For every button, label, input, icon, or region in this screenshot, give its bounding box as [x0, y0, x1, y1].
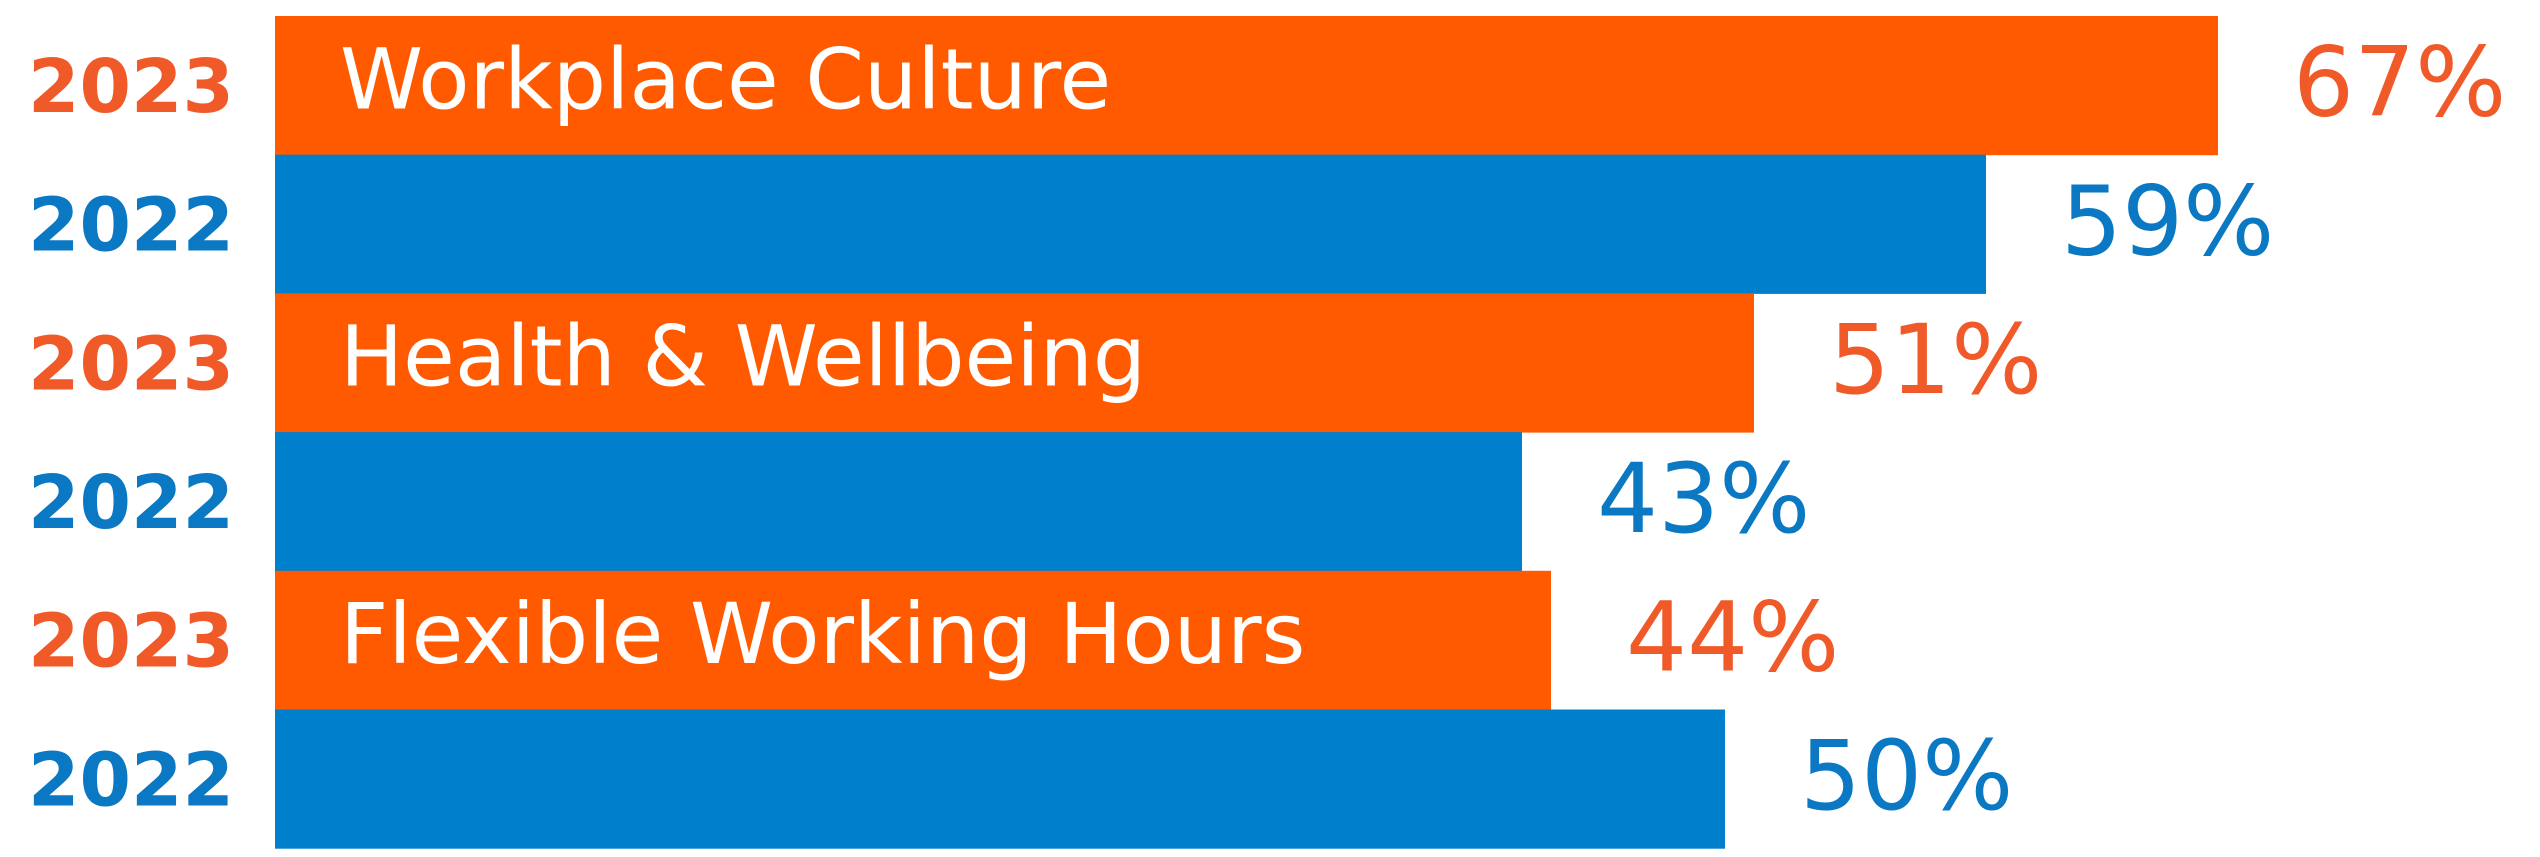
year-label: 2023	[28, 599, 234, 685]
value-label: 67%	[2293, 27, 2506, 139]
bar	[275, 16, 2218, 156]
year-label: 2022	[28, 737, 234, 823]
category-label: Workplace Culture	[340, 30, 1111, 128]
value-label: 44%	[1626, 582, 1839, 694]
bar	[275, 293, 1754, 433]
year-label: 2023	[28, 321, 234, 407]
bar	[275, 154, 1986, 294]
bar	[275, 432, 1522, 572]
value-label: 43%	[1597, 443, 1810, 555]
category-label: Flexible Working Hours	[340, 585, 1305, 683]
bar	[275, 709, 1725, 849]
year-label: 2022	[28, 183, 234, 269]
value-label: 51%	[1829, 304, 2042, 416]
category-label: Health & Wellbeing	[340, 308, 1146, 406]
year-label: 2022	[28, 460, 234, 546]
value-label: 59%	[2061, 165, 2274, 277]
value-label: 50%	[1800, 720, 2013, 832]
year-label: 2023	[28, 44, 234, 130]
bar	[275, 570, 1551, 710]
